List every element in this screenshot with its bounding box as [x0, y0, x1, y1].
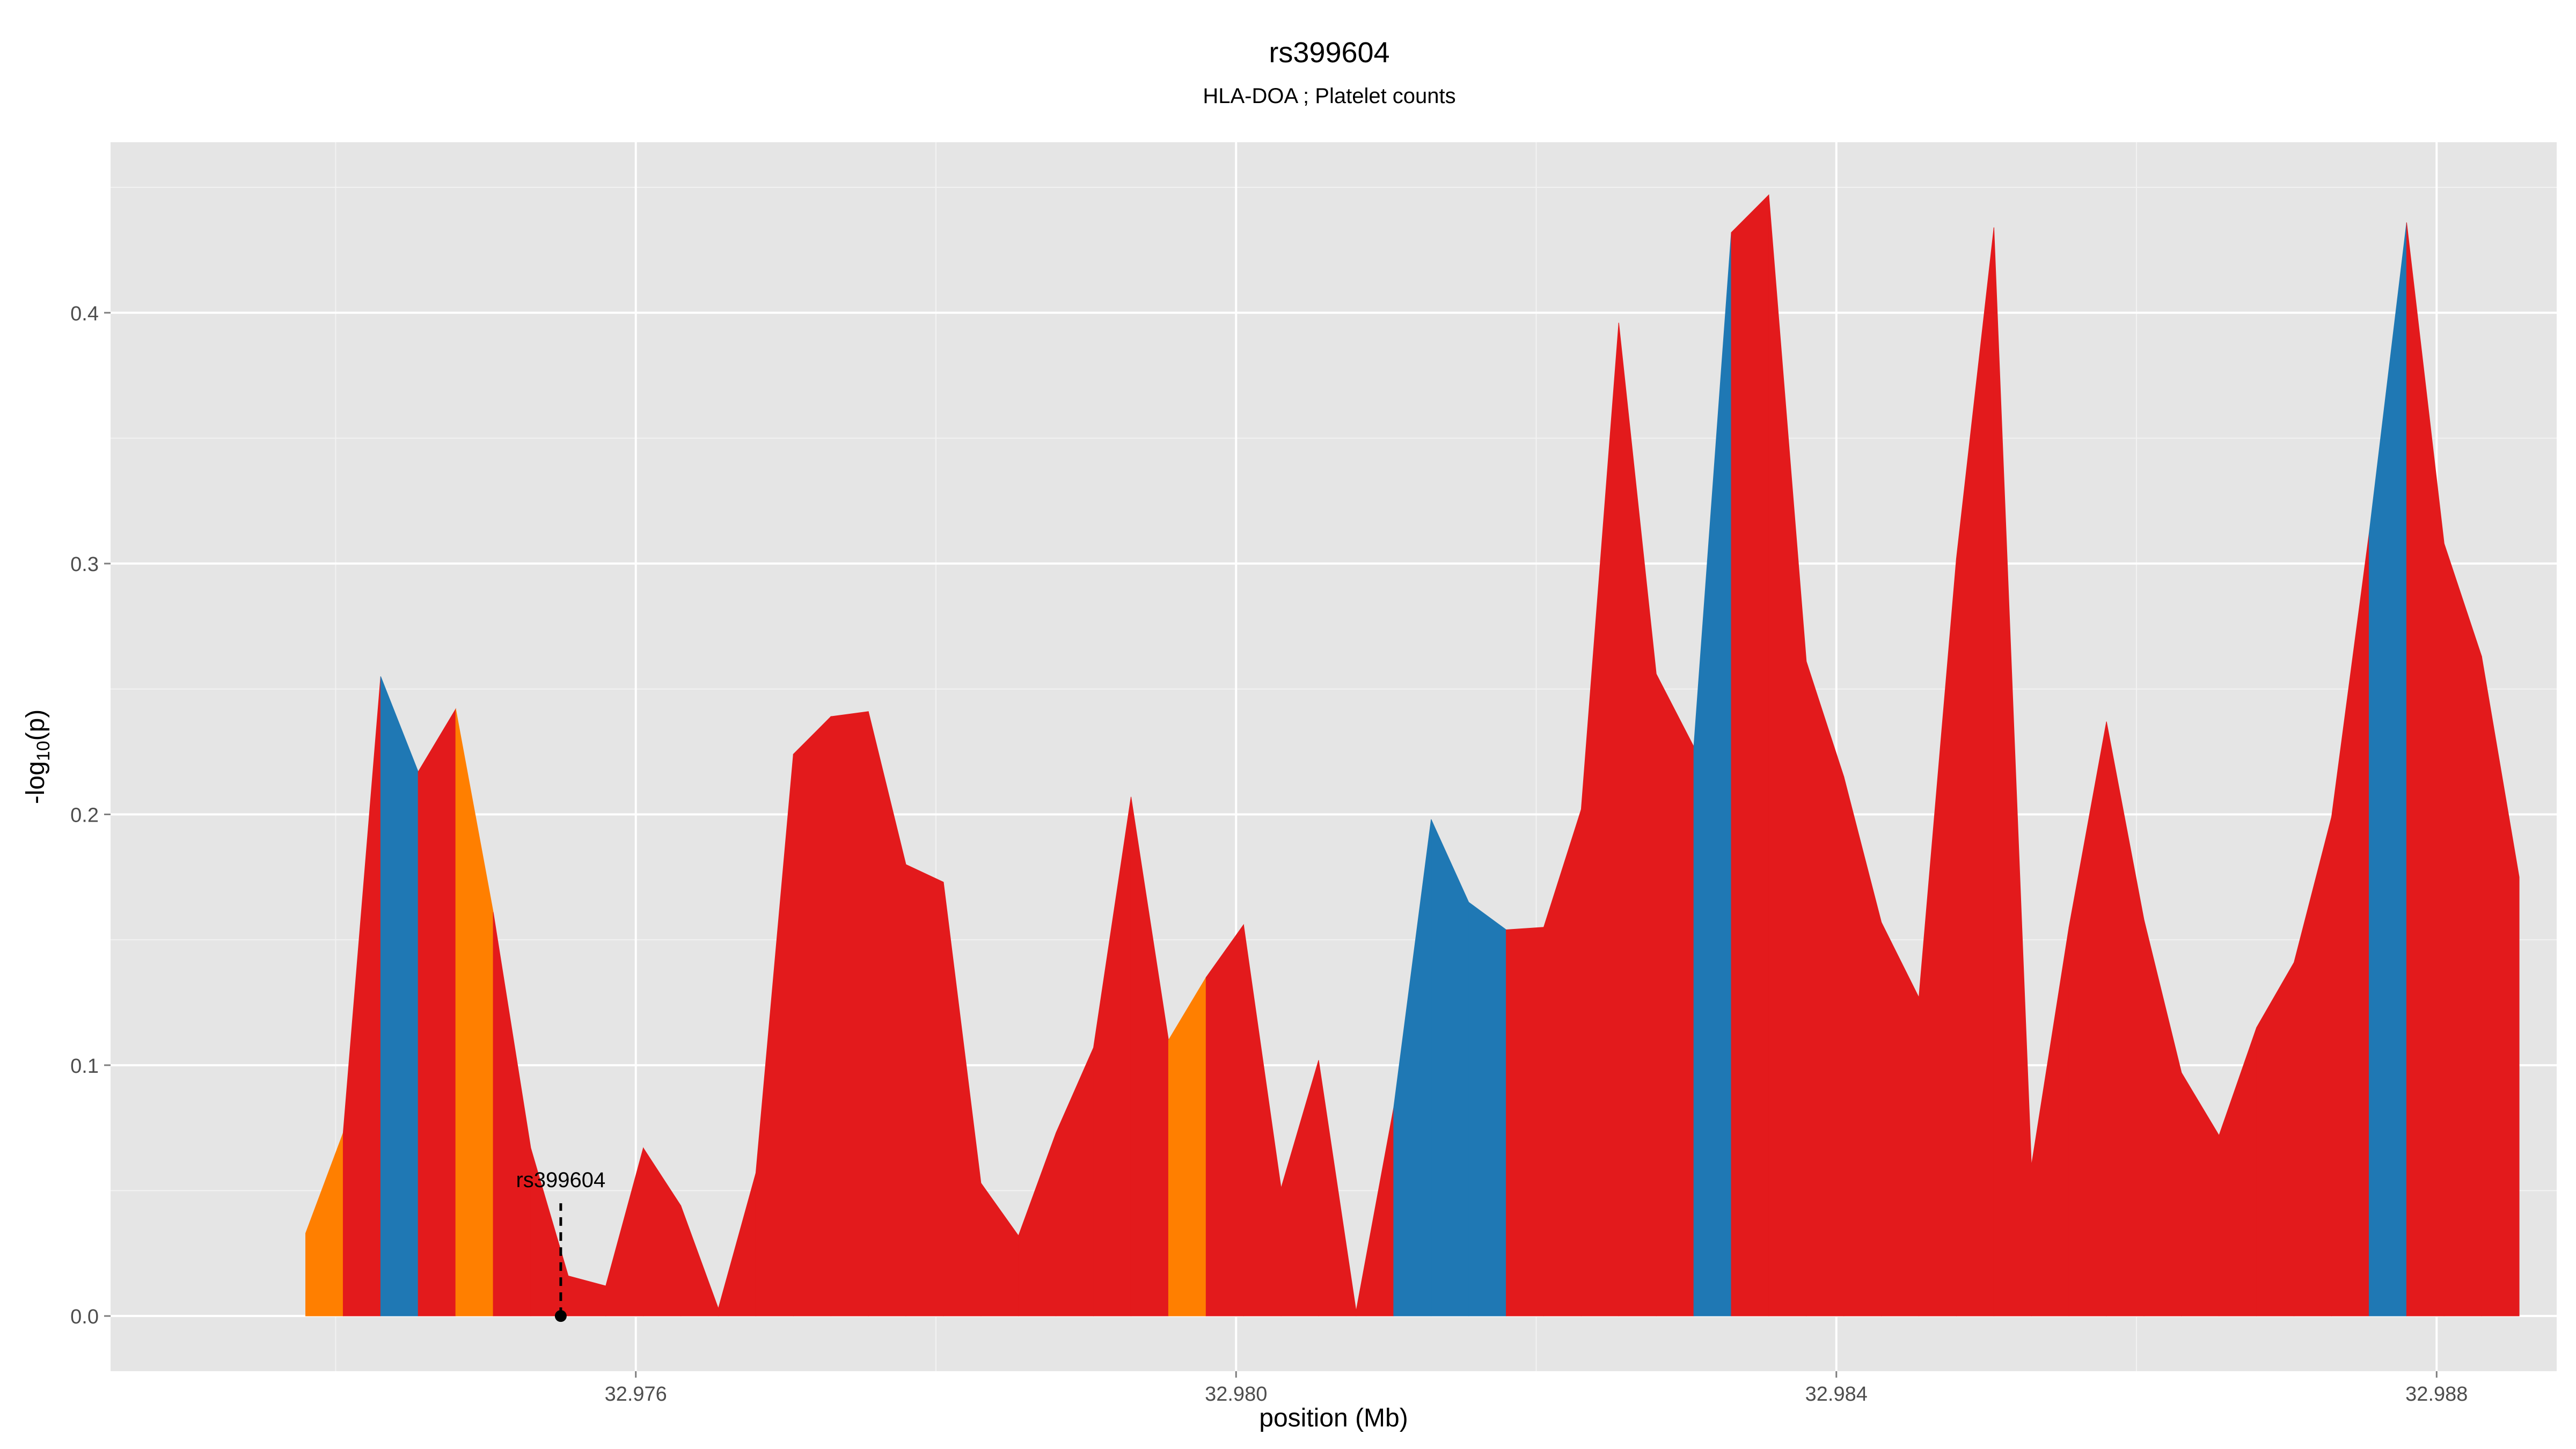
y-axis-ticks: 0.0 0.1 0.2 0.3 0.4	[70, 303, 111, 1328]
annotation-point	[554, 1310, 567, 1322]
area-segment	[1431, 819, 1469, 1316]
snp-annotation: rs399604	[516, 1168, 605, 1322]
y-tick-label: 0.2	[70, 804, 99, 826]
x-tick-label: 32.988	[2405, 1383, 2468, 1406]
y-tick-label: 0.4	[70, 303, 99, 325]
y-axis-label-post: (p)	[21, 709, 50, 741]
area-segment	[2481, 656, 2520, 1316]
y-axis-label: -log10(p)	[21, 709, 54, 804]
area-series	[305, 194, 2520, 1316]
area-segment	[380, 676, 419, 1316]
x-tick-label: 32.980	[1205, 1383, 1267, 1406]
area-segment	[1468, 902, 1507, 1316]
annotation-label: rs399604	[516, 1168, 605, 1192]
y-tick-label: 0.3	[70, 553, 99, 576]
y-tick-label: 0.0	[70, 1306, 99, 1328]
area-segment	[418, 708, 456, 1316]
area-segment	[1506, 927, 1544, 1316]
area-segment	[1656, 674, 1694, 1316]
area-segment	[1806, 661, 1845, 1316]
x-axis-ticks: 32.976 32.980 32.984 32.988	[605, 1371, 2468, 1406]
y-axis-label-pre: -log	[21, 761, 50, 804]
y-axis-label-sub: 10	[33, 741, 54, 761]
area-segment	[830, 711, 869, 1316]
x-tick-label: 32.984	[1805, 1383, 1868, 1406]
area-segment	[1205, 924, 1244, 1316]
area-segment	[793, 716, 831, 1316]
area-segment	[1731, 194, 1769, 1316]
area-segment	[2443, 543, 2482, 1316]
y-tick-label: 0.1	[70, 1055, 99, 1078]
x-tick-label: 32.976	[605, 1383, 667, 1406]
chart-subtitle: HLA-DOA ; Platelet counts	[1203, 84, 1455, 108]
area-segment	[905, 864, 944, 1316]
chart-title: rs399604	[1269, 36, 1389, 69]
x-axis-label: position (Mb)	[1259, 1404, 1408, 1432]
